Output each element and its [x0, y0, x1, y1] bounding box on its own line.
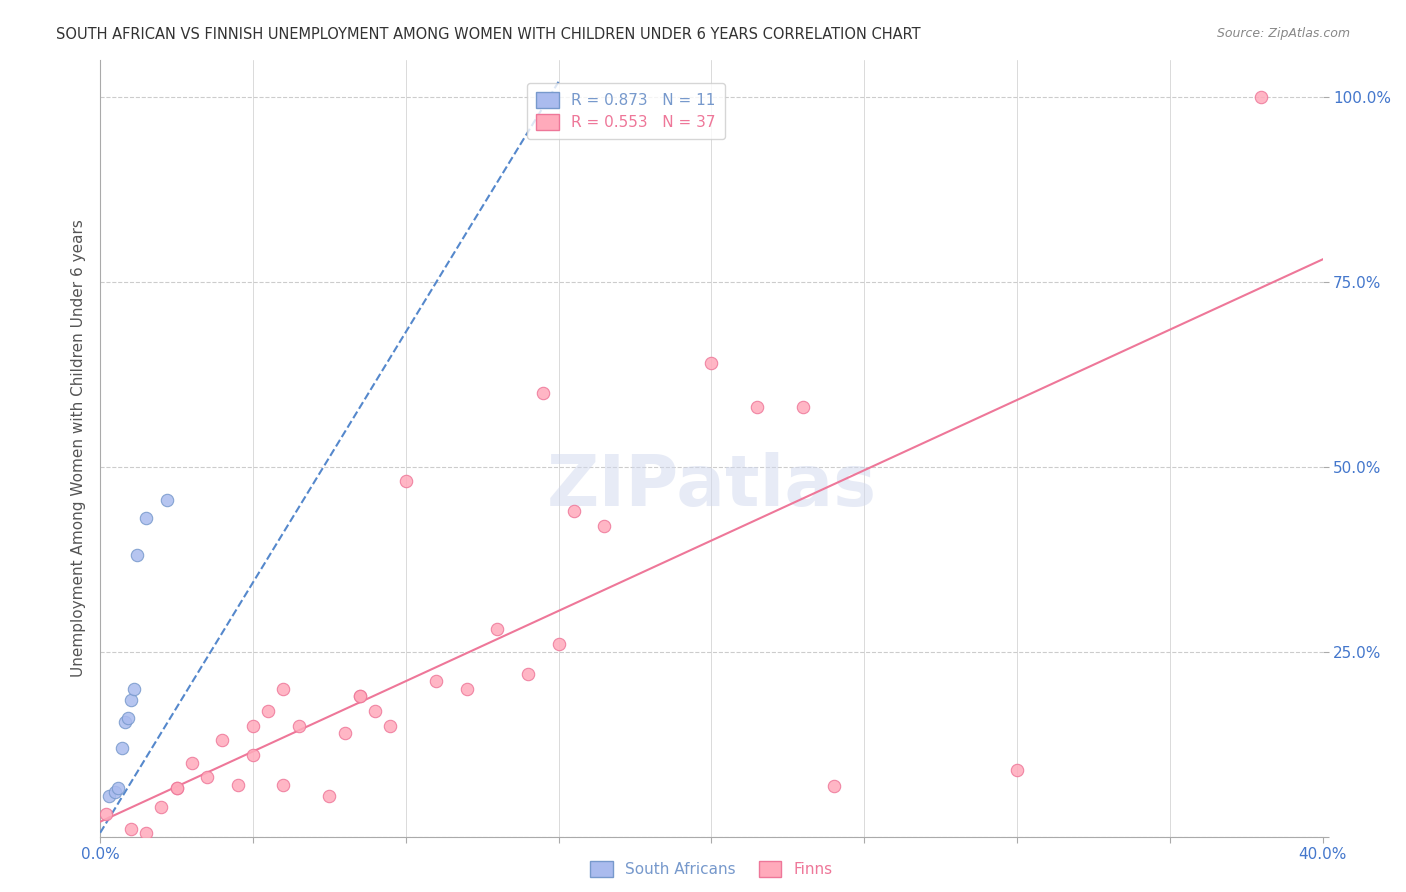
Finns	[380, 718, 402, 732]
Finns	[257, 704, 280, 718]
South Africans	[125, 549, 148, 563]
Text: SOUTH AFRICAN VS FINNISH UNEMPLOYMENT AMONG WOMEN WITH CHILDREN UNDER 6 YEARS CO: SOUTH AFRICAN VS FINNISH UNEMPLOYMENT AM…	[56, 27, 921, 42]
South Africans	[117, 711, 139, 725]
Finns	[166, 781, 188, 796]
Finns	[395, 475, 418, 489]
South Africans	[98, 789, 121, 803]
Finns	[792, 401, 814, 415]
Finns	[242, 718, 264, 732]
Finns	[349, 689, 371, 703]
South Africans	[135, 511, 157, 525]
Y-axis label: Unemployment Among Women with Children Under 6 years: Unemployment Among Women with Children U…	[72, 219, 86, 677]
Text: Source: ZipAtlas.com: Source: ZipAtlas.com	[1216, 27, 1350, 40]
Finns	[823, 779, 845, 793]
South Africans	[107, 781, 129, 796]
South Africans	[120, 692, 142, 706]
Text: ZIPatlas: ZIPatlas	[547, 452, 876, 522]
Finns	[456, 681, 478, 696]
Finns	[425, 674, 447, 689]
South Africans	[110, 740, 132, 755]
Legend: South Africans, Finns: South Africans, Finns	[583, 855, 839, 883]
South Africans	[156, 492, 179, 507]
Finns	[273, 778, 295, 792]
Finns	[364, 704, 387, 718]
Finns	[531, 385, 554, 400]
South Africans	[104, 785, 127, 799]
Finns	[747, 401, 769, 415]
Finns	[700, 356, 723, 370]
Finns	[562, 504, 585, 518]
Finns	[150, 800, 173, 814]
Finns	[333, 726, 356, 740]
South Africans	[122, 681, 145, 696]
Finns	[242, 748, 264, 763]
Finns	[166, 781, 188, 796]
South Africans	[114, 714, 136, 729]
Finns	[135, 826, 157, 840]
Finns	[547, 637, 569, 651]
Finns	[211, 733, 233, 747]
Finns	[273, 681, 295, 696]
Finns	[226, 778, 249, 792]
Finns	[120, 822, 142, 837]
Finns	[593, 518, 616, 533]
Finns	[1250, 89, 1272, 103]
Finns	[1005, 763, 1028, 777]
Finns	[318, 789, 340, 803]
Finns	[288, 718, 311, 732]
Finns	[486, 623, 509, 637]
Finns	[349, 689, 371, 703]
Finns	[195, 770, 218, 784]
Finns	[180, 756, 202, 770]
Finns	[96, 807, 118, 822]
Finns	[517, 666, 540, 681]
